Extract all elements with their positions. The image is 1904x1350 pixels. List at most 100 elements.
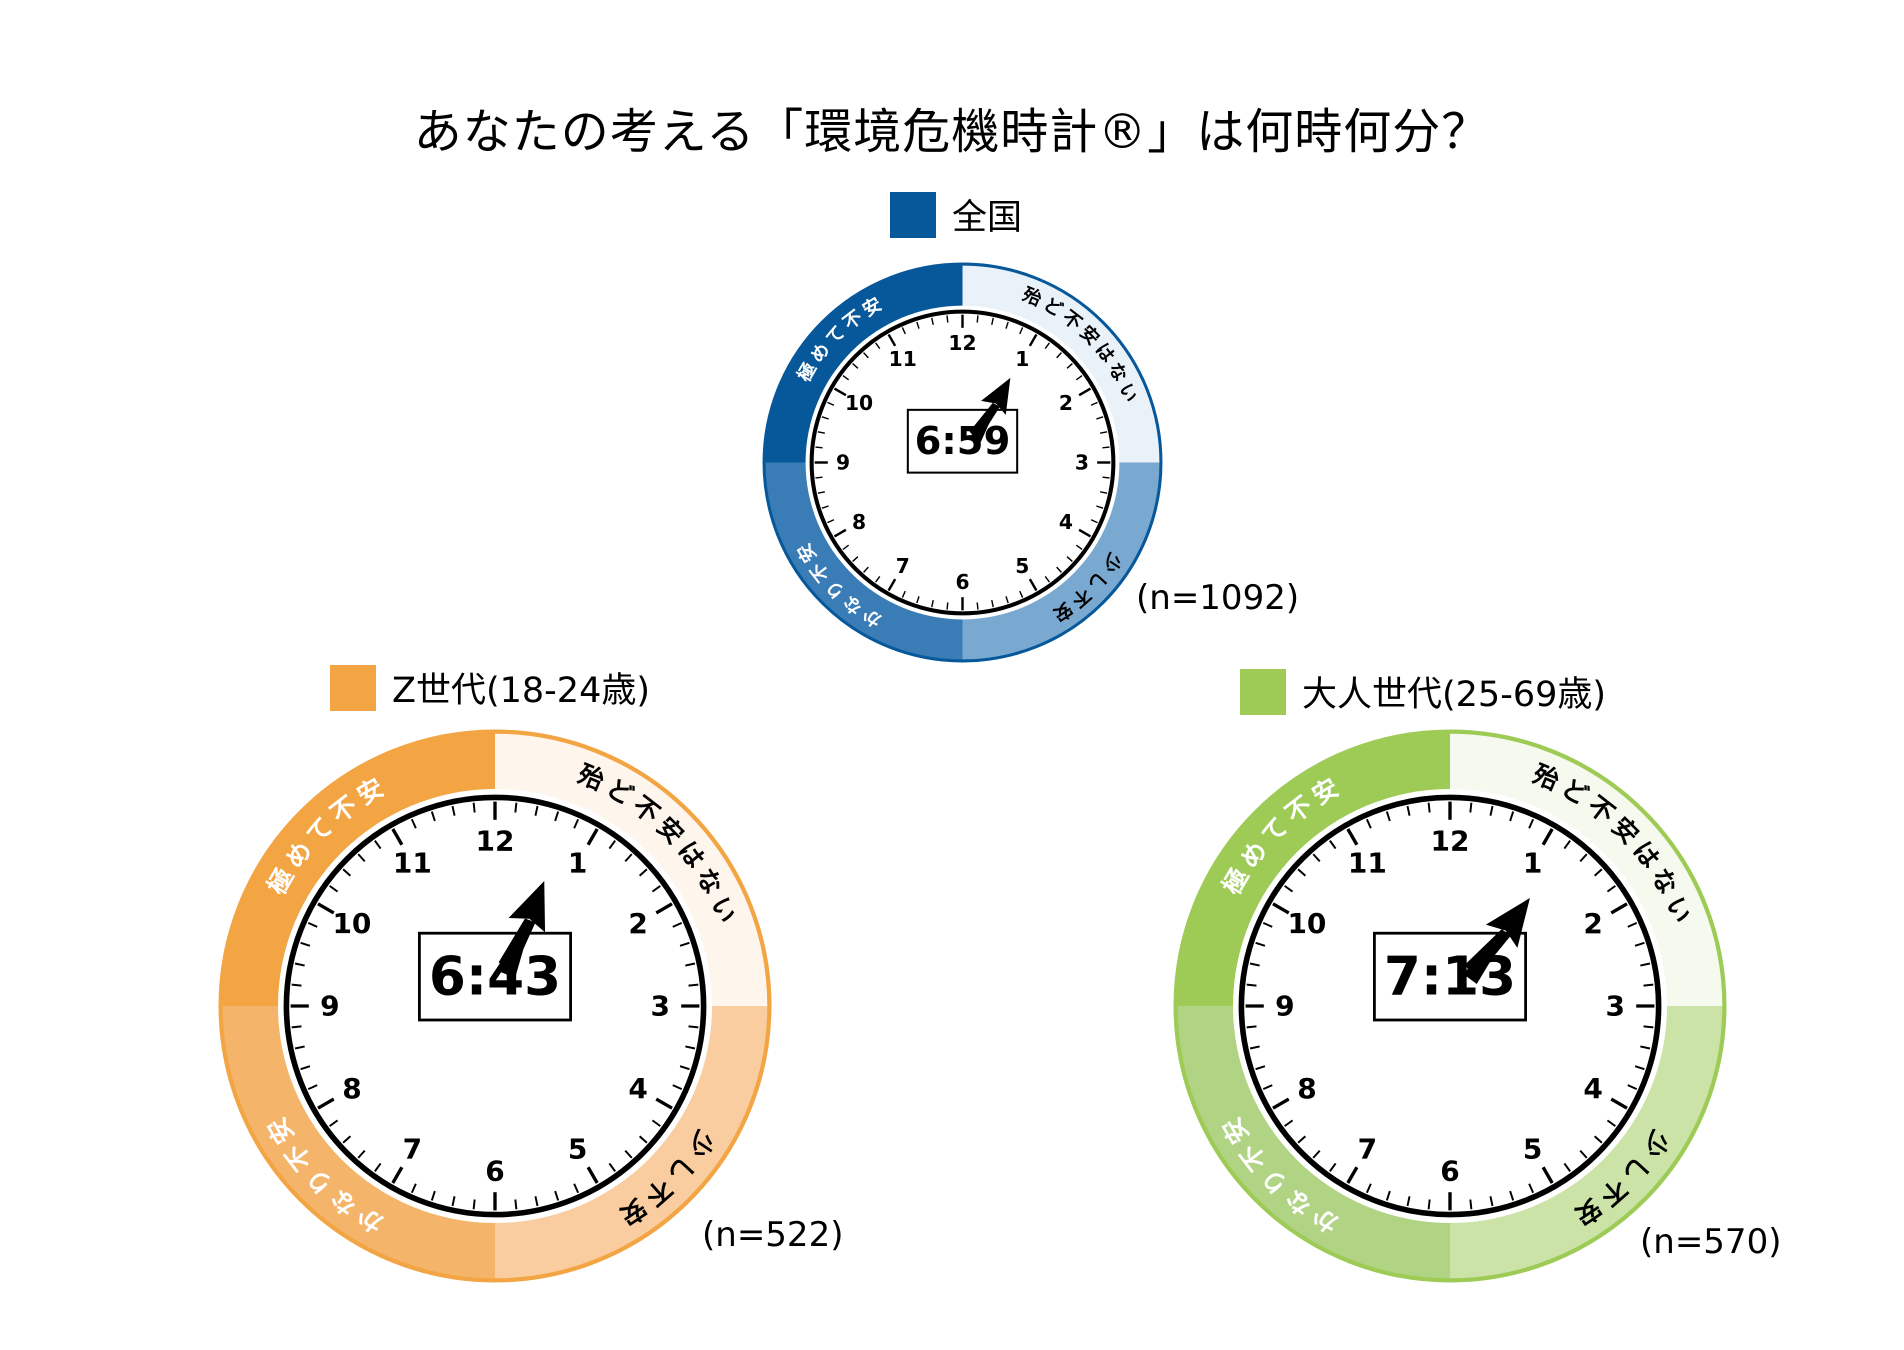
tick-mark: [1610, 902, 1628, 915]
tick-mark: [1365, 1183, 1372, 1194]
tick-mark: [1297, 868, 1307, 877]
hour-numeral: 5: [568, 1133, 587, 1166]
tick-mark: [1078, 387, 1092, 397]
tick-mark: [410, 1183, 417, 1194]
tick-mark: [430, 811, 436, 822]
tick-mark: [1100, 431, 1108, 434]
zone-extremely-anxious-ring: [220, 731, 496, 1006]
tick-mark: [329, 1119, 339, 1127]
hour-numeral: 8: [342, 1072, 361, 1105]
tick-mark: [1255, 1065, 1266, 1071]
legend-genz: Z世代(18-24歳): [330, 662, 650, 713]
tick-mark: [317, 902, 335, 915]
tick-mark: [1643, 1025, 1654, 1029]
tick-mark: [688, 1025, 699, 1029]
tick-mark: [307, 921, 318, 928]
zone-extremely-anxious-ring: [764, 264, 963, 463]
sample-size-genz: (n=522): [702, 1215, 844, 1255]
tick-mark: [1640, 962, 1651, 967]
tick-mark: [815, 476, 823, 479]
zone-quite-anxious-ring: [1175, 1006, 1450, 1281]
tick-mark: [391, 1166, 404, 1184]
tick-mark: [1385, 1190, 1391, 1201]
tick-mark: [451, 805, 456, 816]
tick-mark: [1044, 342, 1050, 350]
hour-numeral: 10: [332, 907, 371, 940]
tick-mark: [946, 315, 949, 323]
hour-numeral: 3: [650, 990, 669, 1023]
tick-mark: [1262, 1084, 1273, 1091]
tick-mark: [1643, 983, 1654, 987]
tick-mark: [514, 1199, 518, 1210]
tick-mark: [1066, 556, 1073, 562]
tick-mark: [1528, 818, 1535, 829]
page-title: あなたの考える「環境危機時計®」は何時何分？: [413, 104, 1491, 160]
tick-mark: [608, 1162, 616, 1172]
hour-numeral: 7: [403, 1133, 422, 1166]
tick-mark: [1297, 1135, 1307, 1144]
tick-mark: [672, 1084, 683, 1091]
tick-mark: [1078, 528, 1092, 538]
time-arrow: [969, 377, 1011, 445]
tick-mark: [1365, 818, 1372, 829]
tick-mark: [679, 941, 690, 947]
ring-outline: [762, 262, 1163, 663]
tick-mark: [863, 352, 869, 359]
hour-numeral: 1: [1523, 846, 1542, 879]
tick-mark: [1634, 1065, 1645, 1071]
tick-mark: [374, 1162, 382, 1172]
zone-hardly-anxious-ring: [495, 731, 770, 1006]
minute-ticks: [1245, 801, 1655, 1211]
tick-mark: [410, 818, 417, 829]
tick-mark: [357, 1149, 366, 1159]
tick-mark: [1249, 1045, 1260, 1050]
tick-mark: [1284, 1119, 1294, 1127]
tick-mark: [430, 1190, 436, 1201]
tick-mark: [342, 868, 352, 877]
minute-ticks: [290, 801, 700, 1211]
sample-size-adult: (n=570): [1640, 1222, 1782, 1262]
zone-quite-anxious-ring: [220, 1006, 496, 1281]
tick-mark: [827, 401, 835, 406]
tick-mark: [679, 1065, 690, 1071]
tick-mark: [842, 544, 850, 550]
legend-swatch-genz: [330, 664, 376, 711]
tick-mark: [1640, 1045, 1651, 1050]
tick-mark: [901, 327, 906, 335]
zone-hardly-anxious-ring: [962, 264, 1161, 463]
tick-mark: [651, 1119, 661, 1127]
tick-mark: [1056, 566, 1062, 573]
hour-numeral: 6: [1440, 1155, 1459, 1188]
tick-mark: [472, 1199, 476, 1210]
tick-mark: [1489, 805, 1494, 816]
hour-numeral: 8: [852, 510, 866, 534]
tick-mark: [1346, 1166, 1359, 1184]
tick-mark: [391, 828, 404, 846]
tick-mark: [931, 600, 934, 608]
hour-numeral: 7: [1358, 1133, 1377, 1166]
tick-mark: [586, 828, 599, 846]
tick-mark: [821, 505, 829, 509]
tick-mark: [821, 416, 829, 420]
tick-mark: [1427, 1199, 1431, 1210]
tick-mark: [875, 342, 881, 350]
tick-mark: [931, 317, 934, 325]
tick-mark: [534, 805, 539, 816]
tick-mark: [291, 983, 302, 987]
hour-numeral: 3: [1605, 990, 1624, 1023]
tick-mark: [1272, 1097, 1290, 1110]
tick-mark: [291, 1025, 302, 1029]
tick-mark: [685, 962, 696, 967]
tick-mark: [451, 1196, 456, 1207]
hour-numeral: 11: [889, 347, 917, 371]
hour-numeral: 8: [1297, 1072, 1316, 1105]
tick-mark: [976, 315, 979, 323]
hour-numeral: 5: [1015, 554, 1029, 578]
tick-mark: [329, 885, 339, 893]
tick-mark: [1579, 1149, 1588, 1159]
tick-mark: [1090, 401, 1098, 406]
tick-mark: [887, 333, 897, 347]
tick-mark: [573, 818, 580, 829]
hour-numeral: 1: [1015, 347, 1029, 371]
